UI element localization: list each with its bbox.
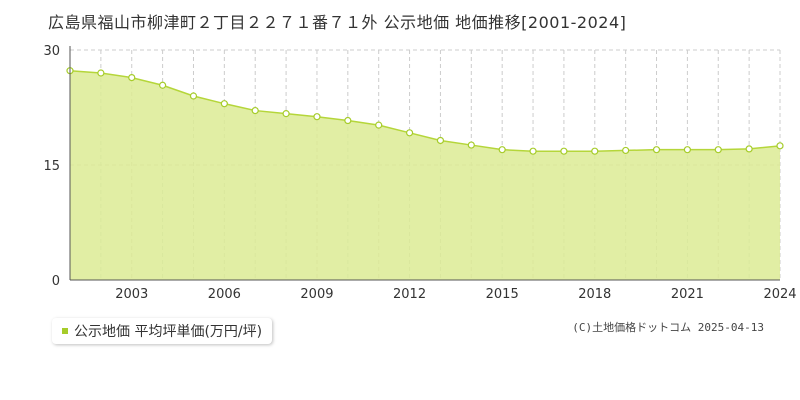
- data-point: [745, 145, 753, 153]
- x-tick-label: 2006: [208, 287, 241, 302]
- x-tick-label: 2024: [763, 287, 796, 302]
- price-line: [69, 69, 781, 152]
- x-tick-label: 2015: [486, 287, 519, 302]
- y-tick-label: 0: [52, 274, 60, 289]
- data-point: [128, 73, 136, 82]
- y-tick-label: 30: [43, 44, 60, 59]
- legend: 公示地価 平均坪単価(万円/坪): [52, 318, 273, 344]
- x-tick-labels: 2003 2006 2009 2012 2015 2018 2021 2024: [115, 287, 796, 302]
- data-point: [220, 100, 228, 108]
- data-point: [467, 141, 475, 149]
- data-point: [344, 116, 352, 125]
- axes: [69, 46, 780, 281]
- data-point: [436, 136, 445, 145]
- data-point: [159, 81, 167, 89]
- x-tick-label: 2012: [393, 287, 426, 302]
- x-tick-label: 2003: [115, 287, 148, 302]
- y-tick-label: 15: [43, 159, 60, 174]
- data-point: [189, 92, 198, 100]
- data-point: [591, 147, 599, 155]
- legend-label: 公示地価 平均坪単価(万円/坪): [74, 324, 263, 340]
- legend-swatch: [62, 328, 68, 334]
- data-point: [652, 146, 661, 154]
- data-point: [405, 129, 414, 137]
- data-point: [282, 110, 290, 118]
- data-point: [251, 106, 259, 115]
- x-tick-label: 2021: [671, 287, 704, 302]
- data-points: [66, 67, 784, 155]
- data-point: [529, 147, 537, 155]
- x-tick-label: 2018: [578, 287, 611, 302]
- data-point: [622, 146, 630, 155]
- data-point: [683, 146, 691, 154]
- data-point: [313, 113, 321, 121]
- y-tick-labels: 0 15 30: [43, 44, 60, 289]
- data-point: [714, 146, 722, 154]
- page-title: 広島県福山市柳津町２丁目２２７１番７１外 公示地価 地価推移[2001-2024…: [48, 13, 627, 32]
- data-point: [375, 121, 383, 129]
- data-point: [776, 142, 784, 150]
- copyright-footer: (C)土地価格ドットコム 2025-04-13: [572, 321, 764, 334]
- data-point: [97, 69, 105, 77]
- data-point: [560, 147, 568, 155]
- x-tick-label: 2009: [300, 287, 333, 302]
- price-area: [70, 70, 780, 280]
- data-point: [498, 146, 506, 154]
